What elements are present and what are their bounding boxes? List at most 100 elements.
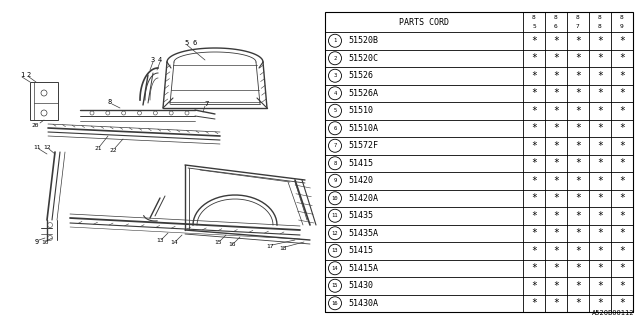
- Text: 2: 2: [333, 56, 337, 61]
- Text: 7: 7: [205, 101, 209, 107]
- Text: *: *: [531, 193, 537, 203]
- Text: *: *: [531, 281, 537, 291]
- Text: *: *: [619, 53, 625, 63]
- Text: *: *: [553, 246, 559, 256]
- Text: 51415: 51415: [348, 159, 373, 168]
- Text: *: *: [597, 228, 603, 238]
- Text: *: *: [531, 158, 537, 168]
- Text: *: *: [619, 123, 625, 133]
- Text: 51510A: 51510A: [348, 124, 378, 133]
- Circle shape: [328, 279, 342, 292]
- Text: *: *: [619, 71, 625, 81]
- Text: *: *: [531, 53, 537, 63]
- Text: 4: 4: [333, 91, 337, 96]
- Text: *: *: [531, 263, 537, 273]
- Text: *: *: [553, 88, 559, 98]
- Text: *: *: [619, 263, 625, 273]
- Text: *: *: [531, 176, 537, 186]
- Circle shape: [328, 69, 342, 82]
- Text: 22: 22: [109, 148, 116, 153]
- Text: 8: 8: [598, 24, 602, 29]
- Text: *: *: [553, 228, 559, 238]
- Text: *: *: [553, 36, 559, 46]
- Text: 51572F: 51572F: [348, 141, 378, 150]
- Text: *: *: [531, 246, 537, 256]
- Text: 51520C: 51520C: [348, 54, 378, 63]
- Text: 3: 3: [151, 57, 155, 63]
- Text: 6: 6: [193, 40, 197, 46]
- Text: 11: 11: [332, 213, 339, 218]
- Text: 1: 1: [333, 38, 337, 43]
- Bar: [325, 12, 633, 312]
- Text: 51526A: 51526A: [348, 89, 378, 98]
- Text: 51526: 51526: [348, 71, 373, 80]
- Text: *: *: [597, 36, 603, 46]
- Text: 9: 9: [333, 178, 337, 183]
- Circle shape: [328, 262, 342, 275]
- Circle shape: [328, 34, 342, 47]
- Text: 51415: 51415: [348, 246, 373, 255]
- Circle shape: [328, 297, 342, 310]
- Text: *: *: [597, 106, 603, 116]
- Text: 8: 8: [554, 15, 558, 20]
- Text: 7: 7: [576, 24, 580, 29]
- Circle shape: [328, 52, 342, 65]
- Text: *: *: [575, 298, 581, 308]
- Text: 51520B: 51520B: [348, 36, 378, 45]
- Text: *: *: [619, 228, 625, 238]
- Text: *: *: [597, 158, 603, 168]
- Bar: [30, 82, 58, 120]
- Text: 21: 21: [94, 146, 102, 150]
- Text: *: *: [531, 298, 537, 308]
- Text: *: *: [619, 158, 625, 168]
- Text: 51420: 51420: [348, 176, 373, 185]
- Text: *: *: [553, 106, 559, 116]
- Text: *: *: [597, 53, 603, 63]
- Text: 14: 14: [170, 241, 178, 245]
- Text: 5: 5: [532, 24, 536, 29]
- Text: A520B00112: A520B00112: [591, 310, 634, 316]
- Text: *: *: [575, 176, 581, 186]
- Text: 51420A: 51420A: [348, 194, 378, 203]
- Text: *: *: [575, 106, 581, 116]
- Text: *: *: [553, 71, 559, 81]
- Text: 9: 9: [620, 24, 624, 29]
- Text: 5: 5: [185, 40, 189, 46]
- Text: *: *: [619, 88, 625, 98]
- Text: *: *: [619, 106, 625, 116]
- Text: *: *: [575, 211, 581, 221]
- Circle shape: [328, 227, 342, 240]
- Circle shape: [328, 139, 342, 152]
- Text: *: *: [597, 193, 603, 203]
- Circle shape: [328, 104, 342, 117]
- Text: *: *: [619, 246, 625, 256]
- Text: 16: 16: [332, 301, 339, 306]
- Text: *: *: [597, 298, 603, 308]
- Text: 16: 16: [228, 243, 236, 247]
- Text: 9: 9: [35, 239, 39, 245]
- Text: 8: 8: [598, 15, 602, 20]
- Text: *: *: [597, 246, 603, 256]
- Text: 11: 11: [33, 145, 41, 149]
- Text: *: *: [597, 176, 603, 186]
- Text: *: *: [531, 141, 537, 151]
- Text: *: *: [619, 176, 625, 186]
- Text: *: *: [553, 211, 559, 221]
- Text: *: *: [575, 141, 581, 151]
- Text: 12: 12: [332, 231, 339, 236]
- Text: 13: 13: [332, 248, 339, 253]
- Text: *: *: [553, 298, 559, 308]
- Text: 5: 5: [333, 108, 337, 113]
- Text: *: *: [531, 228, 537, 238]
- Text: *: *: [575, 193, 581, 203]
- Text: 6: 6: [554, 24, 558, 29]
- Text: 7: 7: [333, 143, 337, 148]
- Text: 17: 17: [266, 244, 274, 250]
- Text: 2: 2: [27, 72, 31, 78]
- Text: *: *: [575, 53, 581, 63]
- Text: 15: 15: [214, 241, 221, 245]
- Text: *: *: [619, 193, 625, 203]
- Circle shape: [328, 174, 342, 187]
- Text: *: *: [553, 281, 559, 291]
- Text: 51435A: 51435A: [348, 229, 378, 238]
